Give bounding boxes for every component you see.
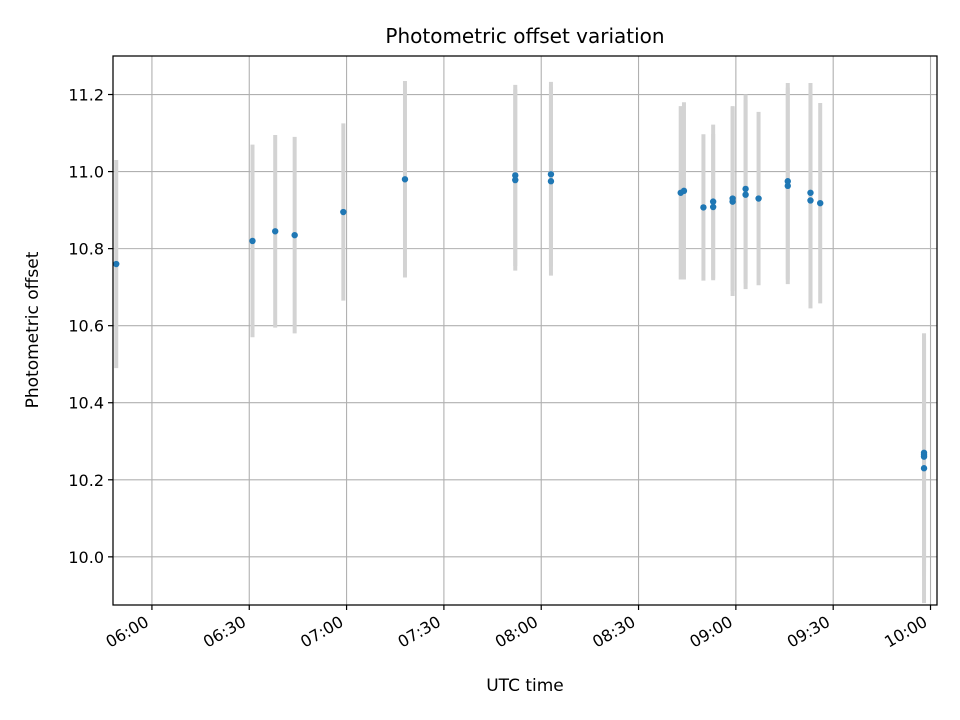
data-point <box>817 199 824 207</box>
x-axis-title: UTC time <box>486 676 564 696</box>
data-point <box>709 198 717 205</box>
data-point <box>742 191 749 198</box>
data-point <box>784 178 791 185</box>
data-point <box>807 197 814 204</box>
data-point <box>249 237 256 245</box>
data-point <box>729 195 736 202</box>
data-point <box>784 182 791 190</box>
plot-frame <box>112 55 938 606</box>
y-tick-label: 10.2 <box>68 471 104 490</box>
data-point <box>755 195 762 202</box>
data-point <box>709 203 717 211</box>
y-tick-label: 10.8 <box>68 240 104 259</box>
y-tick-label: 10.0 <box>68 548 104 567</box>
y-tick-label: 10.4 <box>68 394 104 413</box>
data-point <box>547 178 555 185</box>
data-point <box>920 465 928 472</box>
data-point <box>700 204 707 211</box>
data-point <box>512 176 519 184</box>
data-point <box>512 172 519 179</box>
grid <box>113 56 937 605</box>
data-point <box>401 176 409 183</box>
data-point <box>113 260 120 268</box>
y-tick-label: 11.0 <box>68 163 104 182</box>
data-point <box>742 185 749 193</box>
y-tick-label: 10.6 <box>68 317 104 336</box>
data-point <box>807 189 814 196</box>
chart-title: Photometric offset variation <box>385 24 664 48</box>
data-points <box>113 171 928 472</box>
data-point <box>680 187 688 195</box>
data-point <box>272 228 279 235</box>
data-point <box>340 208 347 216</box>
data-point <box>920 449 928 457</box>
y-tick-label: 11.2 <box>68 86 104 105</box>
data-point <box>291 231 298 239</box>
data-point <box>547 171 555 178</box>
y-axis-ticks: 10.0 10.2 10.4 10.6 10.8 11.0 11.2 <box>68 86 113 567</box>
y-axis-title: Photometric offset <box>23 251 43 408</box>
